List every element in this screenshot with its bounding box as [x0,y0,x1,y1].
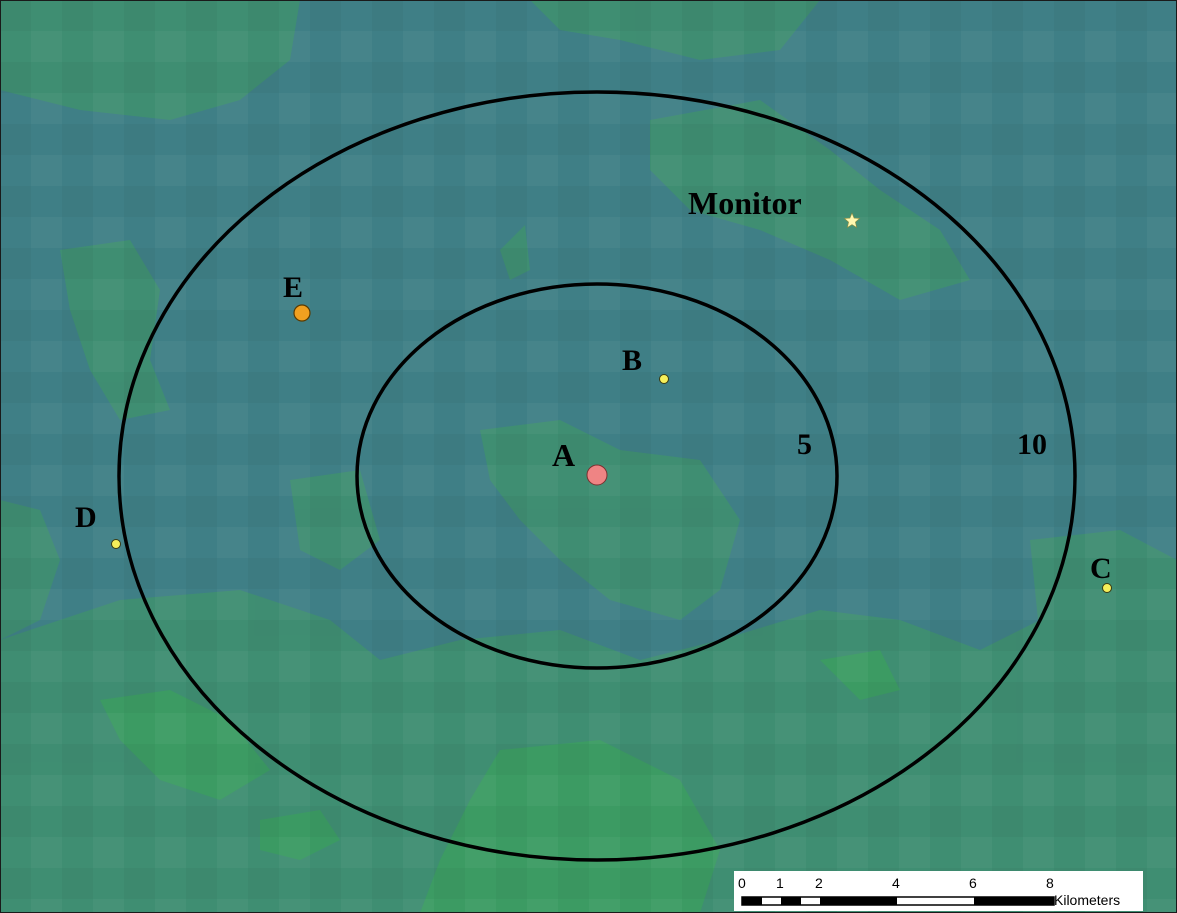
site-e-label: E [283,271,303,304]
scale-segment [974,897,1054,905]
scale-segment [820,897,897,905]
site-e-marker[interactable] [293,304,311,322]
scale-segment [742,897,762,905]
site-d-label: D [75,501,97,534]
site-b-marker[interactable] [659,374,669,384]
scale-tick-6: 6 [969,875,977,891]
scale-tick-8: 8 [1046,875,1054,891]
site-c-label: C [1090,552,1112,585]
star-icon[interactable] [843,212,861,229]
ring-label-5: 5 [797,428,812,461]
site-d-marker[interactable] [111,539,121,549]
site-c-marker[interactable] [1102,583,1112,593]
site-b-label: B [622,344,642,377]
monitor-label: Monitor [688,185,802,221]
scale-tick-1: 1 [776,875,784,891]
site-a-marker[interactable] [586,464,608,486]
scale-bar: 0 1 2 4 6 8 Kilometers [734,871,1143,911]
scale-tick-4: 4 [892,875,900,891]
ring-10km [117,90,1077,862]
scale-tick-0: 0 [738,875,746,891]
ring-5km [355,282,839,670]
ring-label-10: 10 [1017,428,1047,461]
scale-segment [781,897,801,905]
site-a-label: A [552,437,575,473]
scale-unit: Kilometers [1054,892,1120,908]
scale-tick-2: 2 [815,875,823,891]
